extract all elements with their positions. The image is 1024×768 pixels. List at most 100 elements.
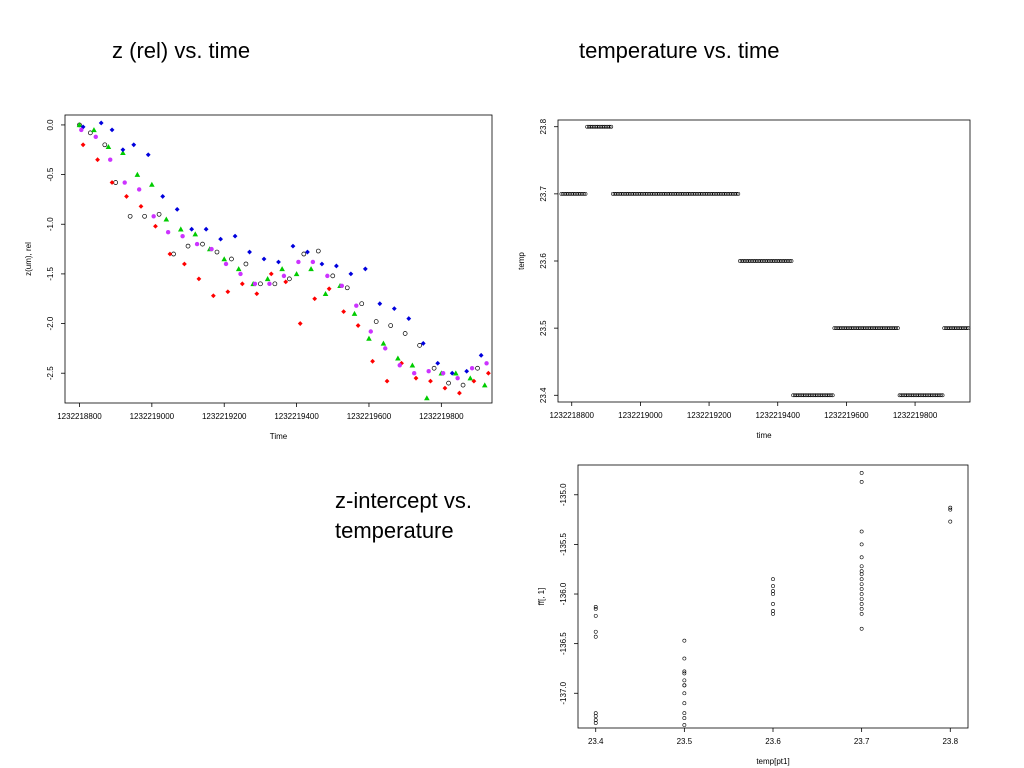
temp-point-0-13 xyxy=(581,191,586,196)
x-tick-label-2-3: 23.7 xyxy=(854,737,870,746)
series-2-point-23 xyxy=(409,362,416,368)
x-tick-label-1-0: 1232218800 xyxy=(549,411,594,420)
series-1-point-14 xyxy=(283,279,289,285)
series-3-point-19 xyxy=(348,271,354,277)
series-3-point-27 xyxy=(464,368,470,374)
series-2-point-5 xyxy=(149,181,155,187)
series-2-point-4 xyxy=(134,171,141,177)
series-3-point-18 xyxy=(333,263,339,269)
series-4-point-3 xyxy=(122,180,127,185)
series-0-point-13 xyxy=(258,281,263,287)
intercept-point-40 xyxy=(859,597,864,601)
series-1-point-11 xyxy=(239,281,245,287)
y-tick-label-1-1: 23.5 xyxy=(539,320,548,336)
series-3-point-23 xyxy=(406,316,412,321)
x-axis-label-0: Time xyxy=(270,432,288,441)
x-tick-label-1-1: 1232219000 xyxy=(618,411,663,420)
x-tick-label-1-4: 1232219600 xyxy=(824,411,869,420)
series-2-point-19 xyxy=(351,310,358,316)
series-2-point-28 xyxy=(481,382,488,388)
series-4-point-9 xyxy=(209,246,214,252)
intercept-point-1 xyxy=(593,607,598,611)
series-1-point-13 xyxy=(268,271,274,277)
series-3-point-10 xyxy=(218,236,224,242)
series-4-point-5 xyxy=(151,214,156,219)
series-3-point-11 xyxy=(232,233,238,239)
y-tick-label-0-2: -1.0 xyxy=(46,217,55,231)
intercept-point-18 xyxy=(682,723,687,727)
series-1-point-5 xyxy=(153,223,158,229)
series-2-point-24 xyxy=(424,395,430,401)
series-0-point-22 xyxy=(388,323,394,328)
series-3-point-9 xyxy=(203,226,209,232)
intercept-point-45 xyxy=(948,505,953,510)
y-axis-label-2: ff[, 1] xyxy=(537,588,546,606)
intercept-point-16 xyxy=(682,711,687,716)
temp-point-2-73 xyxy=(736,191,741,196)
series-1-point-24 xyxy=(428,378,433,384)
series-1-point-17 xyxy=(326,286,332,292)
series-4-point-20 xyxy=(368,329,373,334)
intercept-point-43 xyxy=(859,611,864,616)
plot-frame-0 xyxy=(64,114,493,404)
intercept-point-14 xyxy=(682,691,687,696)
series-1-point-18 xyxy=(341,309,347,315)
series-1-point-10 xyxy=(225,289,231,295)
series-1-point-3 xyxy=(124,194,129,199)
intercept-point-17 xyxy=(682,716,687,720)
series-4-point-16 xyxy=(310,259,316,265)
series-4-point-8 xyxy=(194,241,200,247)
x-tick-label-2-4: 23.8 xyxy=(942,737,958,746)
series-4-point-28 xyxy=(484,361,489,366)
series-2-point-11 xyxy=(235,266,242,272)
series-4-point-17 xyxy=(325,273,330,279)
temp-point-1-14 xyxy=(609,124,614,129)
slide-title-z-vs-time: z (rel) vs. time xyxy=(112,38,251,63)
series-1-point-4 xyxy=(138,203,144,209)
intercept-point-42 xyxy=(859,607,864,611)
series-0-point-18 xyxy=(330,273,336,279)
series-1-point-28 xyxy=(485,370,491,376)
series-4-point-19 xyxy=(354,303,359,308)
x-tick-label-2-0: 23.4 xyxy=(588,737,604,746)
intercept-point-11 xyxy=(682,669,687,674)
series-3-point-8 xyxy=(189,226,195,232)
series-3-point-2 xyxy=(109,127,115,133)
temp-point-2-72 xyxy=(734,191,739,196)
series-1-point-15 xyxy=(297,321,303,326)
intercept-point-35 xyxy=(859,572,864,577)
series-4-point-25 xyxy=(440,371,446,376)
intercept-point-30 xyxy=(859,529,864,534)
x-tick-label-1-2: 1232219200 xyxy=(687,411,732,420)
intercept-point-8 xyxy=(593,721,598,725)
series-3-point-7 xyxy=(174,206,180,212)
intercept-point-0 xyxy=(593,605,598,609)
intercept-point-21 xyxy=(771,577,775,582)
series-4-point-24 xyxy=(426,369,431,374)
series-3-point-22 xyxy=(391,306,397,312)
x-axis-label-2: temp[pt1] xyxy=(756,757,789,766)
y-tick-label-2-1: -135.5 xyxy=(559,533,568,556)
series-4-point-10 xyxy=(223,261,229,267)
intercept-point-20 xyxy=(682,683,687,688)
temp-point-0-14 xyxy=(583,191,588,196)
series-0-point-2 xyxy=(102,142,108,148)
series-4-point-6 xyxy=(165,229,171,235)
series-0-point-6 xyxy=(156,211,162,217)
series-1-point-21 xyxy=(384,378,390,384)
series-4-point-13 xyxy=(267,281,272,287)
intercept-point-9 xyxy=(682,638,687,643)
x-tick-label-0-1: 1232219000 xyxy=(130,412,175,421)
y-tick-label-1-3: 23.7 xyxy=(539,186,548,202)
series-3-point-21 xyxy=(377,301,383,307)
series-4-point-26 xyxy=(455,375,460,381)
intercept-point-19 xyxy=(682,671,687,676)
series-0-point-11 xyxy=(229,256,234,262)
intercept-point-3 xyxy=(593,629,598,634)
series-3-point-26 xyxy=(449,370,455,376)
x-tick-label-2-2: 23.6 xyxy=(765,737,781,746)
series-1-point-19 xyxy=(355,323,361,328)
series-0-point-24 xyxy=(417,343,422,348)
temp-point-4-22 xyxy=(829,393,833,398)
